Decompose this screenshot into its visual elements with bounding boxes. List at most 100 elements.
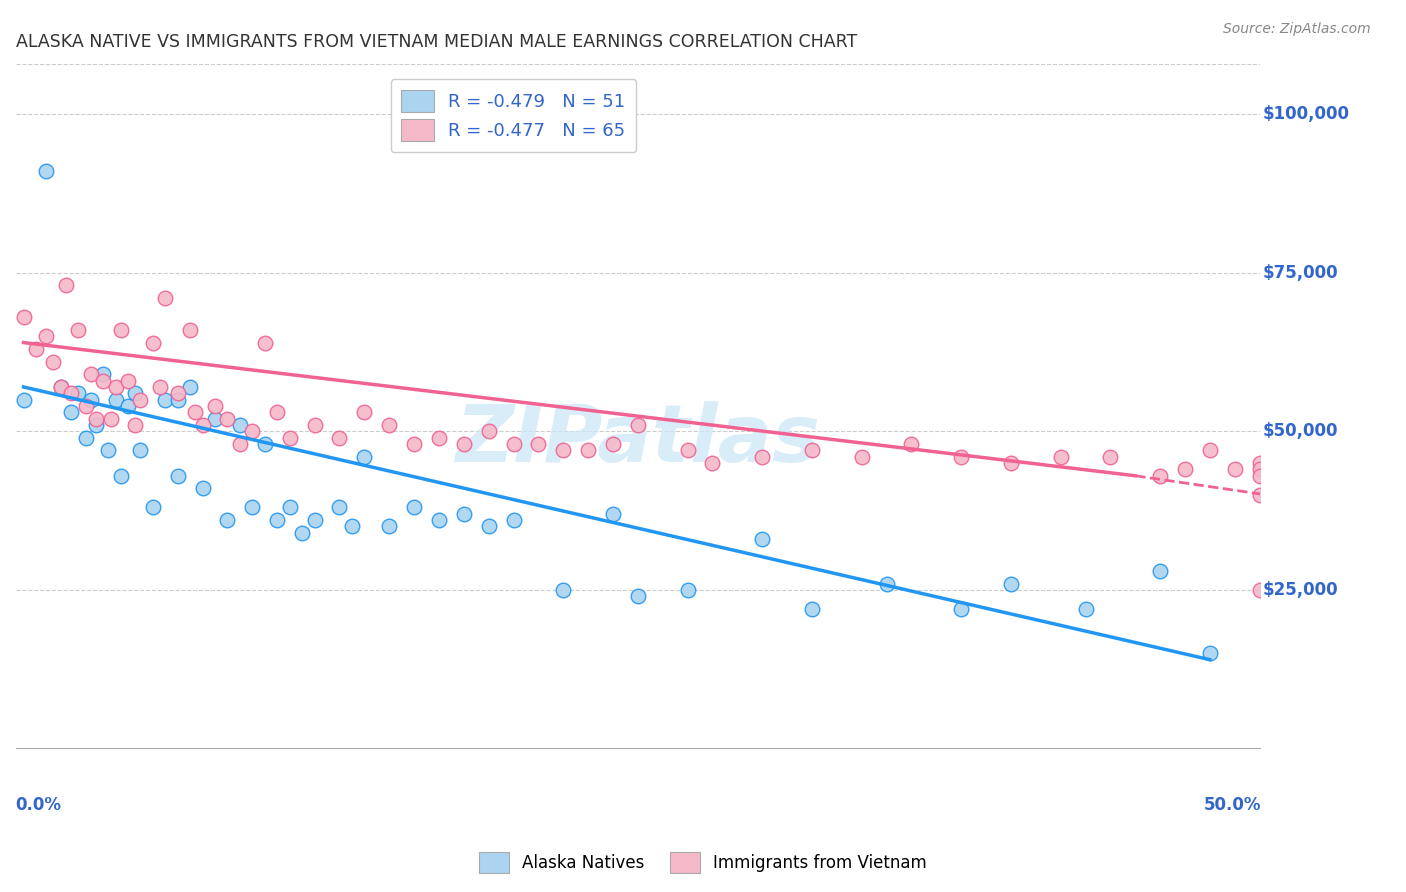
- Point: [851, 450, 873, 464]
- Point: [900, 437, 922, 451]
- Point: [876, 576, 898, 591]
- Point: [84, 417, 107, 432]
- Point: [751, 532, 773, 546]
- Point: [502, 437, 524, 451]
- Point: [110, 468, 132, 483]
- Point: [602, 437, 624, 451]
- Point: [191, 417, 214, 432]
- Point: [676, 443, 699, 458]
- Point: [478, 425, 501, 439]
- Point: [427, 513, 450, 527]
- Point: [204, 399, 226, 413]
- Point: [1199, 443, 1222, 458]
- Point: [67, 386, 90, 401]
- Point: [402, 437, 425, 451]
- Point: [100, 411, 122, 425]
- Text: 50.0%: 50.0%: [1204, 797, 1261, 814]
- Point: [166, 386, 188, 401]
- Text: $25,000: $25,000: [1263, 581, 1337, 599]
- Point: [129, 443, 152, 458]
- Point: [328, 431, 350, 445]
- Point: [353, 405, 375, 419]
- Text: $75,000: $75,000: [1263, 264, 1337, 282]
- Legend: R = -0.479   N = 51, R = -0.477   N = 65: R = -0.479 N = 51, R = -0.477 N = 65: [391, 79, 637, 153]
- Point: [676, 582, 699, 597]
- Text: Source: ZipAtlas.com: Source: ZipAtlas.com: [1223, 22, 1371, 37]
- Point: [91, 368, 114, 382]
- Point: [142, 500, 165, 515]
- Point: [49, 380, 72, 394]
- Point: [1049, 450, 1071, 464]
- Point: [1149, 564, 1171, 578]
- Point: [627, 589, 650, 603]
- Point: [340, 519, 363, 533]
- Point: [59, 405, 82, 419]
- Point: [104, 392, 127, 407]
- Point: [184, 405, 207, 419]
- Point: [42, 354, 65, 368]
- Point: [149, 380, 172, 394]
- Point: [166, 468, 188, 483]
- Point: [1249, 582, 1271, 597]
- Point: [84, 411, 107, 425]
- Point: [378, 519, 401, 533]
- Point: [104, 380, 127, 394]
- Text: ZIPatlas: ZIPatlas: [456, 401, 820, 479]
- Point: [49, 380, 72, 394]
- Point: [278, 500, 301, 515]
- Text: 0.0%: 0.0%: [15, 797, 60, 814]
- Point: [278, 431, 301, 445]
- Point: [80, 368, 103, 382]
- Point: [291, 525, 314, 540]
- Point: [75, 399, 97, 413]
- Point: [25, 342, 48, 356]
- Point: [800, 443, 823, 458]
- Point: [155, 291, 177, 305]
- Point: [453, 437, 475, 451]
- Point: [1249, 488, 1271, 502]
- Point: [328, 500, 350, 515]
- Point: [800, 602, 823, 616]
- Point: [1223, 462, 1246, 476]
- Point: [427, 431, 450, 445]
- Point: [13, 310, 35, 325]
- Point: [124, 417, 146, 432]
- Point: [35, 329, 58, 343]
- Point: [240, 425, 263, 439]
- Point: [1174, 462, 1197, 476]
- Point: [1149, 468, 1171, 483]
- Point: [353, 450, 375, 464]
- Point: [1099, 450, 1122, 464]
- Point: [217, 411, 239, 425]
- Point: [266, 405, 288, 419]
- Point: [229, 437, 252, 451]
- Point: [266, 513, 288, 527]
- Point: [117, 374, 139, 388]
- Point: [1249, 462, 1271, 476]
- Point: [155, 392, 177, 407]
- Point: [453, 507, 475, 521]
- Point: [1249, 468, 1271, 483]
- Point: [553, 582, 575, 597]
- Point: [229, 417, 252, 432]
- Point: [527, 437, 550, 451]
- Point: [240, 500, 263, 515]
- Point: [217, 513, 239, 527]
- Point: [253, 335, 276, 350]
- Legend: Alaska Natives, Immigrants from Vietnam: Alaska Natives, Immigrants from Vietnam: [472, 846, 934, 880]
- Point: [602, 507, 624, 521]
- Point: [117, 399, 139, 413]
- Point: [950, 602, 973, 616]
- Point: [576, 443, 599, 458]
- Point: [75, 431, 97, 445]
- Point: [502, 513, 524, 527]
- Text: ALASKA NATIVE VS IMMIGRANTS FROM VIETNAM MEDIAN MALE EARNINGS CORRELATION CHART: ALASKA NATIVE VS IMMIGRANTS FROM VIETNAM…: [15, 33, 858, 51]
- Point: [97, 443, 120, 458]
- Point: [378, 417, 401, 432]
- Point: [304, 417, 326, 432]
- Point: [55, 278, 77, 293]
- Point: [129, 392, 152, 407]
- Point: [1000, 456, 1022, 470]
- Point: [478, 519, 501, 533]
- Point: [304, 513, 326, 527]
